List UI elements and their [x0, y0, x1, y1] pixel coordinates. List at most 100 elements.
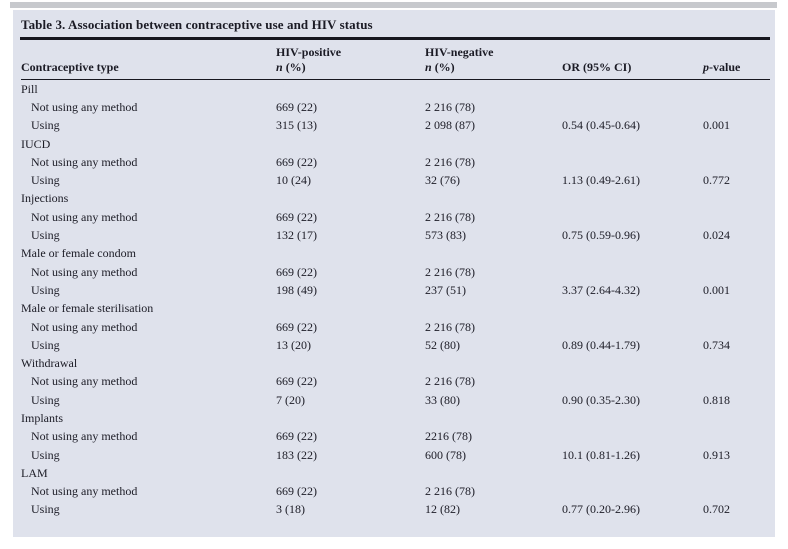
hiv-negative-cell	[425, 464, 562, 482]
p-value-cell	[703, 98, 770, 116]
row-label-cell: Withdrawal	[21, 356, 78, 371]
title-rule	[20, 37, 770, 40]
hiv-negative-cell: 237 (51)	[425, 282, 466, 297]
header-row-bottom: Contraceptive type n (%) n (%) OR (95% C…	[21, 59, 770, 80]
or-ci-cell	[562, 208, 703, 226]
hiv-negative-cell: 2216 (78)	[425, 429, 472, 444]
p-value-cell	[703, 409, 770, 427]
hiv-negative-cell: 52 (80)	[425, 337, 460, 352]
hiv-negative-cell	[425, 244, 562, 262]
row-label-cell: Not using any method	[31, 429, 138, 444]
table-row: Not using any method 669 (22) 2 216 (78)	[21, 372, 770, 390]
hiv-positive-cell: 132 (17)	[276, 228, 317, 243]
header-p-rest: -value	[709, 60, 741, 75]
row-label-cell: Using	[31, 447, 60, 462]
p-value-cell	[703, 79, 770, 98]
hiv-positive-cell	[276, 79, 425, 98]
p-value-cell	[703, 482, 770, 500]
hiv-positive-cell: 3 (18)	[276, 502, 305, 517]
table-group-row: Withdrawal	[21, 354, 770, 372]
table-row: Using 13 (20) 52 (80) 0.89 (0.44-1.79) 0.734	[21, 336, 770, 354]
p-value-cell: 0.024	[703, 228, 730, 243]
row-label-cell: Using	[31, 392, 60, 407]
or-ci-cell: 1.13 (0.49-2.61)	[562, 173, 640, 188]
p-value-cell: 0.913	[703, 447, 730, 462]
hiv-negative-cell: 2 216 (78)	[425, 154, 475, 169]
table-card: Table 3. Association between contracepti…	[13, 10, 775, 537]
hiv-negative-cell: 2 216 (78)	[425, 264, 475, 279]
p-value-cell	[703, 299, 770, 317]
p-value-cell: 0.734	[703, 337, 730, 352]
hiv-positive-cell: 669 (22)	[276, 264, 317, 279]
or-ci-cell	[562, 482, 703, 500]
or-ci-cell	[562, 98, 703, 116]
table-row: Using 10 (24) 32 (76) 1.13 (0.49-2.61) 0.772	[21, 171, 770, 189]
hiv-negative-cell: 600 (78)	[425, 447, 466, 462]
hiv-positive-cell	[276, 299, 425, 317]
or-ci-cell	[562, 372, 703, 390]
or-ci-cell	[562, 354, 703, 372]
p-value-cell: 0.001	[703, 282, 730, 297]
header-spacer	[562, 40, 703, 60]
hiv-negative-cell	[425, 189, 562, 207]
row-label-cell: Using	[31, 337, 60, 352]
table-row: Using 132 (17) 573 (83) 0.75 (0.59-0.96) 0.0…	[21, 226, 770, 244]
header-or-ci: OR (95% CI)	[562, 59, 703, 80]
table-row: Not using any method 669 (22) 2 216 (78)	[21, 262, 770, 280]
row-label-cell: Using	[31, 118, 60, 133]
hiv-negative-cell: 2 216 (78)	[425, 209, 475, 224]
header-p-italic: p	[703, 60, 709, 75]
hiv-positive-cell: 669 (22)	[276, 99, 317, 114]
row-label-cell: Not using any method	[31, 209, 138, 224]
hiv-positive-cell: 669 (22)	[276, 209, 317, 224]
or-ci-cell	[562, 134, 703, 152]
p-value-cell	[703, 134, 770, 152]
or-ci-cell: 0.89 (0.44-1.79)	[562, 337, 640, 352]
row-label-cell: Pill	[21, 81, 38, 96]
header-pct: (%)	[431, 60, 455, 75]
or-ci-cell: 10.1 (0.81-1.26)	[562, 447, 640, 462]
or-ci-cell	[562, 299, 703, 317]
row-label-cell: Not using any method	[31, 154, 138, 169]
header-spacer	[21, 40, 276, 60]
hiv-positive-cell: 10 (24)	[276, 173, 311, 188]
header-hiv-negative: HIV-negative	[425, 45, 494, 60]
p-value-cell	[703, 244, 770, 262]
table-header: HIV-positive HIV-negative Contraceptive …	[21, 40, 770, 80]
hiv-positive-cell: 669 (22)	[276, 374, 317, 389]
row-label-cell: Using	[31, 282, 60, 297]
hiv-positive-cell: 669 (22)	[276, 154, 317, 169]
hiv-negative-cell: 2 216 (78)	[425, 99, 475, 114]
hiv-negative-cell	[425, 79, 562, 98]
table-row: Using 315 (13) 2 098 (87) 0.54 (0.45-0.64) 0…	[21, 116, 770, 134]
top-divider-bar	[10, 2, 777, 8]
header-pct: (%)	[282, 60, 306, 75]
table-group-row: IUCD	[21, 134, 770, 152]
row-label-cell: Male or female sterilisation	[21, 301, 154, 316]
hiv-negative-cell: 573 (83)	[425, 228, 466, 243]
hiv-negative-cell	[425, 409, 562, 427]
table-row: Not using any method 669 (22) 2 216 (78)	[21, 208, 770, 226]
header-n-pct-positive: n (%)	[276, 59, 425, 80]
hiv-positive-cell: 7 (20)	[276, 392, 305, 407]
p-value-cell	[703, 153, 770, 171]
table-row: Using 3 (18) 12 (82) 0.77 (0.20-2.96) 0.702	[21, 500, 770, 518]
row-label-cell: Using	[31, 228, 60, 243]
hiv-negative-cell: 2 216 (78)	[425, 319, 475, 334]
header-row-top: HIV-positive HIV-negative	[21, 40, 770, 60]
or-ci-cell	[562, 317, 703, 335]
p-value-cell	[703, 372, 770, 390]
row-label-cell: Not using any method	[31, 319, 138, 334]
row-label-cell: Not using any method	[31, 264, 138, 279]
table-group-row: Implants	[21, 409, 770, 427]
row-label-cell: Male or female condom	[21, 246, 136, 261]
or-ci-cell: 3.37 (2.64-4.32)	[562, 282, 640, 297]
or-ci-cell	[562, 153, 703, 171]
table-body: Pill Not using any method 669 (22) 2 216 (7…	[21, 79, 770, 519]
hiv-negative-cell	[425, 299, 562, 317]
hiv-negative-cell: 33 (80)	[425, 392, 460, 407]
table-row: Not using any method 669 (22) 2216 (78)	[21, 427, 770, 445]
p-value-cell	[703, 427, 770, 445]
hiv-negative-cell	[425, 354, 562, 372]
